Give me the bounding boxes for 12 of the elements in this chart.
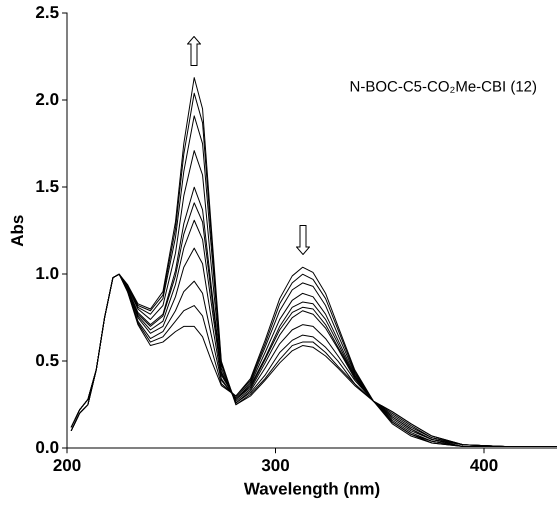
- x-tick-label: 300: [261, 456, 290, 476]
- x-tick-label: 400: [470, 456, 498, 476]
- y-tick-label: 0.5: [35, 350, 60, 370]
- x-axis-title: Wavelength (nm): [244, 479, 380, 498]
- annotation: N-BOC-C5-CO₂Me-CBI (12): [350, 78, 538, 96]
- y-tick-label: 2.0: [35, 90, 60, 109]
- y-tick-label: 0.0: [35, 438, 60, 457]
- y-axis-title: Abs: [8, 214, 27, 247]
- x-tick-label: 200: [52, 456, 82, 476]
- y-tick-label: 1.0: [35, 264, 60, 283]
- y-tick-label: 1.5: [35, 176, 60, 196]
- y-tick-label: 2.5: [35, 2, 60, 22]
